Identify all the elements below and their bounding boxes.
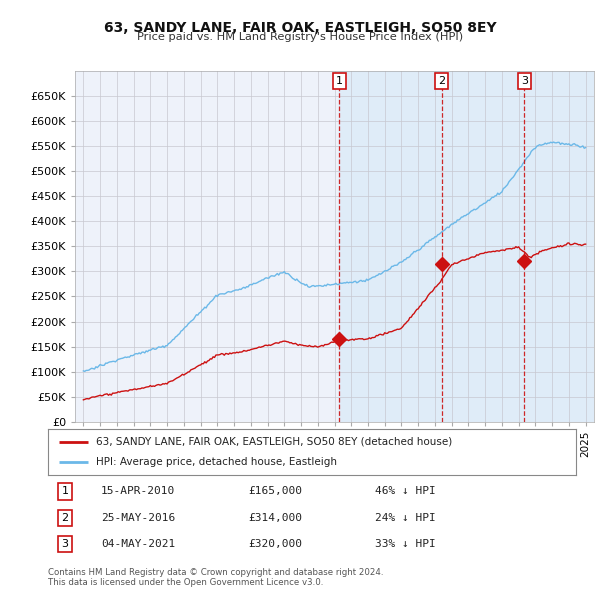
Text: 3: 3 [521, 76, 528, 86]
Text: £320,000: £320,000 [248, 539, 302, 549]
Text: 33% ↓ HPI: 33% ↓ HPI [376, 539, 436, 549]
Text: £165,000: £165,000 [248, 486, 302, 496]
Text: 63, SANDY LANE, FAIR OAK, EASTLEIGH, SO50 8EY (detached house): 63, SANDY LANE, FAIR OAK, EASTLEIGH, SO5… [95, 437, 452, 447]
Text: 24% ↓ HPI: 24% ↓ HPI [376, 513, 436, 523]
Text: 1: 1 [336, 76, 343, 86]
Text: 2: 2 [438, 76, 445, 86]
Text: Price paid vs. HM Land Registry's House Price Index (HPI): Price paid vs. HM Land Registry's House … [137, 32, 463, 42]
Text: 63, SANDY LANE, FAIR OAK, EASTLEIGH, SO50 8EY: 63, SANDY LANE, FAIR OAK, EASTLEIGH, SO5… [104, 21, 496, 35]
Text: 2: 2 [61, 513, 68, 523]
Text: 1: 1 [61, 486, 68, 496]
Text: 46% ↓ HPI: 46% ↓ HPI [376, 486, 436, 496]
Text: Contains HM Land Registry data © Crown copyright and database right 2024.
This d: Contains HM Land Registry data © Crown c… [48, 568, 383, 587]
Text: £314,000: £314,000 [248, 513, 302, 523]
Text: 25-MAY-2016: 25-MAY-2016 [101, 513, 175, 523]
Bar [340, 71, 594, 422]
Text: 3: 3 [61, 539, 68, 549]
Text: 15-APR-2010: 15-APR-2010 [101, 486, 175, 496]
Text: HPI: Average price, detached house, Eastleigh: HPI: Average price, detached house, East… [95, 457, 337, 467]
Text: 04-MAY-2021: 04-MAY-2021 [101, 539, 175, 549]
